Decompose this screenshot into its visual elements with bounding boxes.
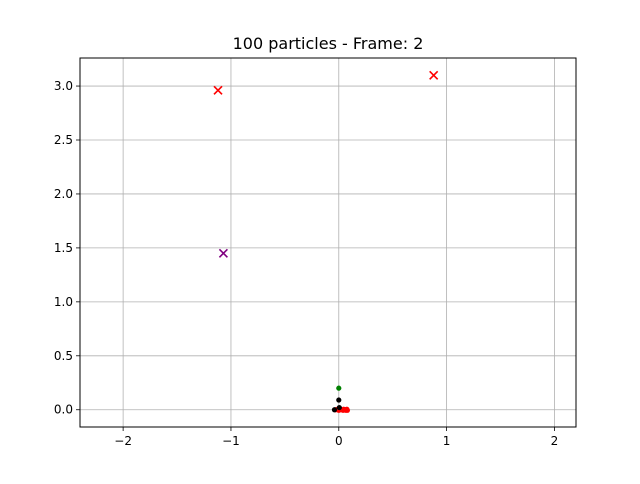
x-marker-point [218,248,228,258]
y-tick-label: 2.5 [54,133,73,147]
particle-point [343,407,349,413]
particle-point [336,397,342,403]
x-tick-label: 0 [335,434,343,448]
x-tick-label: 1 [443,434,451,448]
x-marker-point [429,70,439,80]
y-tick-label: 1.0 [54,295,73,309]
y-tick-label: 3.0 [54,79,73,93]
x-tick-label: −1 [222,434,240,448]
y-tick-label: 0.0 [54,403,73,417]
y-tick-label: 2.0 [54,187,73,201]
particle-point [331,407,338,413]
x-tick-label: 2 [551,434,559,448]
chart-title: 100 particles - Frame: 2 [233,34,424,53]
x-tick-label: −2 [114,434,132,448]
ticks: −2 −1 0 1 2 0.0 0.5 1.0 1.5 2.0 2.5 3.0 [54,79,558,448]
axes-frame [79,57,577,428]
y-tick-label: 0.5 [54,349,73,363]
x-marker-point [213,85,223,95]
grid [80,58,576,427]
y-tick-label: 1.5 [54,241,73,255]
data-points [213,70,439,413]
particle-point [336,385,342,391]
particle-point [336,404,342,411]
